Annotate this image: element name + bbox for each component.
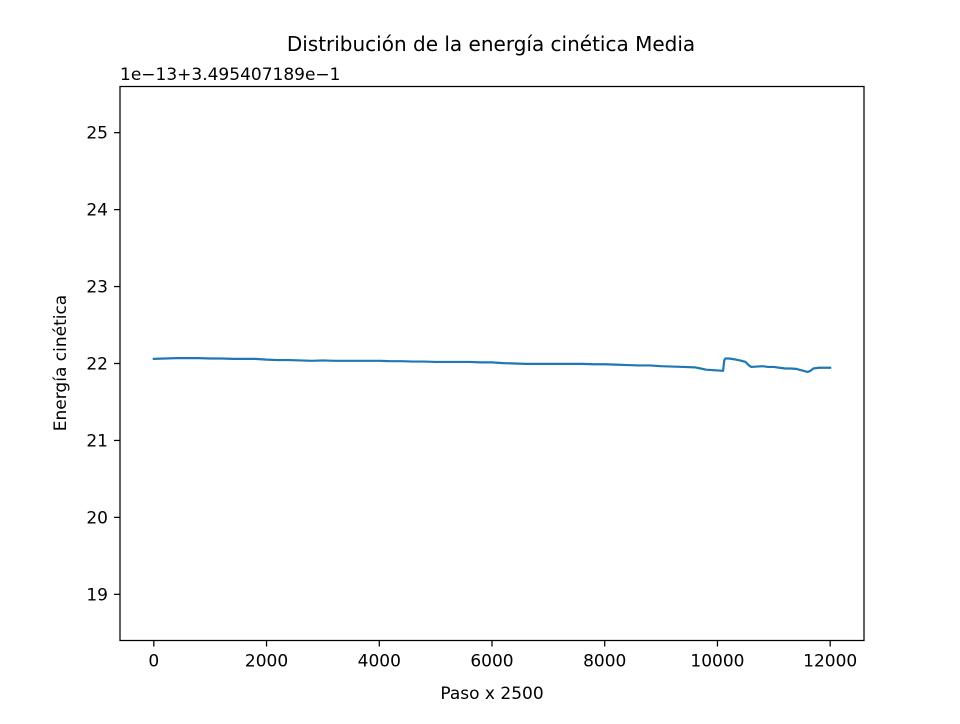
y-tick-label: 25 (86, 124, 108, 144)
y-tick-label: 21 (86, 431, 108, 451)
series-line-0 (152, 357, 832, 374)
x-tick-label: 12000 (803, 652, 857, 672)
y-tick-label: 19 (86, 585, 108, 605)
y-tick-label: 20 (86, 508, 108, 528)
y-tick-label: 24 (86, 201, 108, 221)
x-tick-label: 0 (148, 652, 159, 672)
y-axis-label: Energía cinética (51, 295, 71, 431)
y-tick-label: 22 (86, 355, 108, 375)
x-axis-label: Paso x 2500 (440, 684, 543, 704)
y-tick-label: 23 (86, 278, 108, 298)
y-offset-label: 1e−13+3.495407189e−1 (120, 65, 340, 85)
y-ticks: 19 20 21 22 23 24 25 (86, 124, 120, 605)
x-tick-label: 8000 (583, 652, 626, 672)
x-ticks: 0 2000 4000 6000 8000 10000 12000 (148, 640, 857, 672)
x-tick-label: 10000 (690, 652, 744, 672)
plot-frame (119, 85, 865, 642)
x-tick-label: 2000 (245, 652, 288, 672)
plot-layer (152, 357, 832, 374)
chart-title: Distribución de la energía cinética Medi… (287, 32, 695, 56)
x-tick-label: 6000 (470, 652, 513, 672)
x-tick-label: 4000 (358, 652, 401, 672)
